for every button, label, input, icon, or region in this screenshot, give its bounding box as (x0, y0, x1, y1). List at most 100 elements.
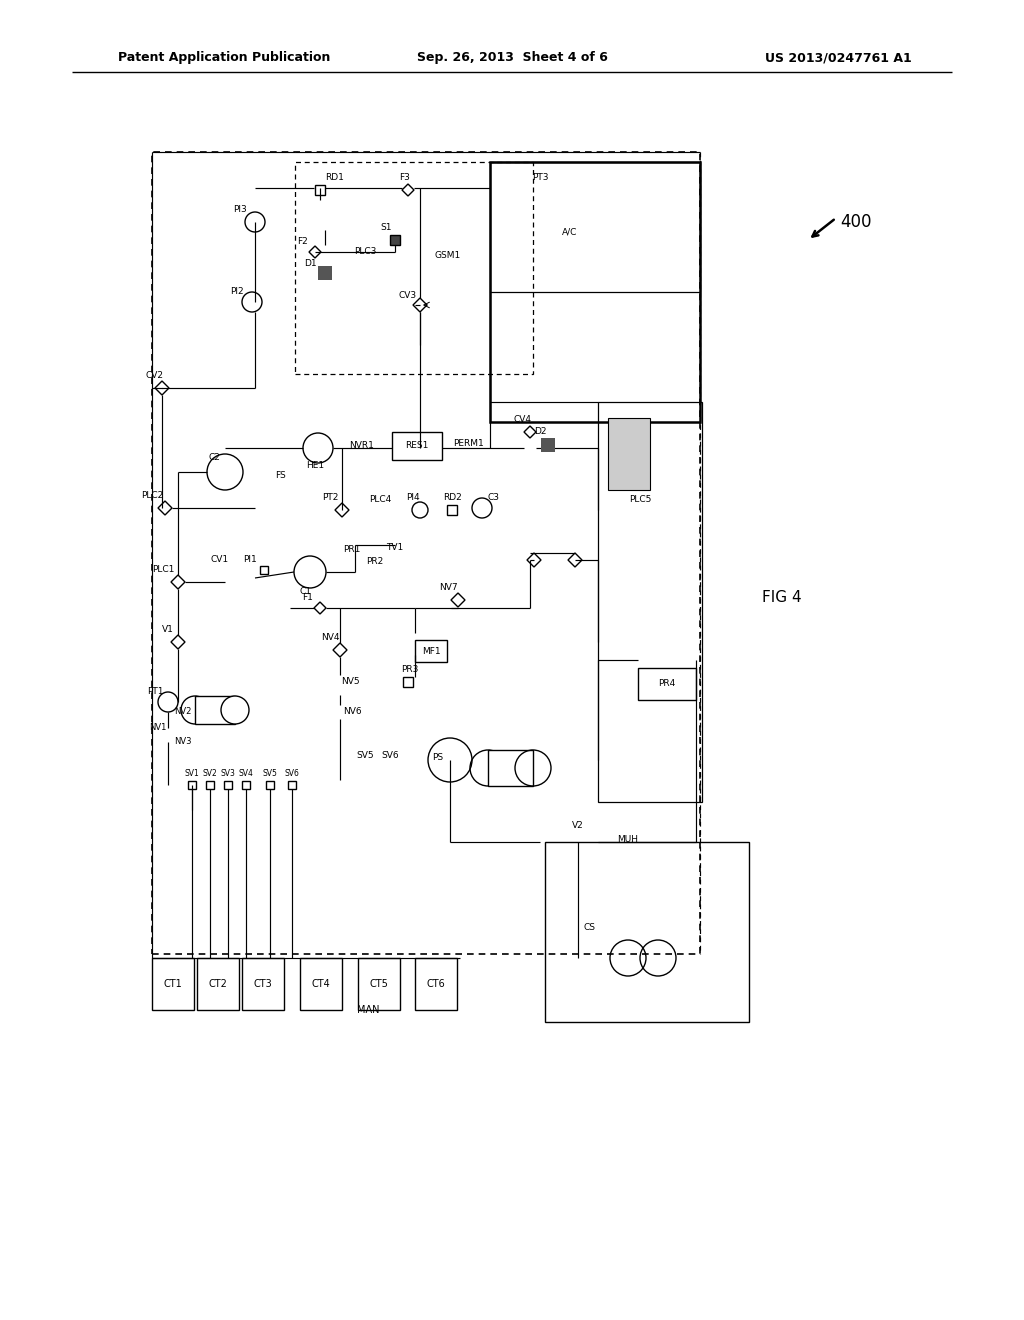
Text: PT3: PT3 (531, 173, 548, 182)
Text: F2: F2 (297, 238, 307, 247)
Text: PT2: PT2 (322, 494, 338, 503)
Bar (545, 842, 749, 1022)
Text: CV3: CV3 (399, 290, 417, 300)
Text: Patent Application Publication: Patent Application Publication (118, 51, 331, 65)
Text: SV4: SV4 (239, 768, 253, 777)
Text: GSM1: GSM1 (435, 252, 461, 260)
Bar (447, 506, 457, 515)
Bar (266, 781, 274, 789)
Text: V1: V1 (162, 626, 174, 635)
Text: SV3: SV3 (220, 768, 236, 777)
Text: PLC4: PLC4 (369, 495, 391, 504)
Bar (242, 781, 250, 789)
Text: F1: F1 (302, 593, 313, 602)
Bar (598, 403, 702, 803)
Bar (541, 438, 555, 451)
Text: MUH: MUH (617, 836, 639, 845)
Bar (197, 958, 239, 1010)
Text: NV4: NV4 (321, 634, 339, 643)
Text: RES1: RES1 (406, 441, 429, 450)
Text: C2: C2 (208, 454, 220, 462)
Bar (490, 162, 700, 422)
Text: S1: S1 (380, 223, 392, 232)
Text: CT3: CT3 (254, 979, 272, 989)
Text: FIG 4: FIG 4 (762, 590, 802, 606)
Text: NV5: NV5 (341, 677, 359, 686)
Bar (152, 152, 700, 954)
Text: CT1: CT1 (164, 979, 182, 989)
Bar (206, 781, 214, 789)
Text: US 2013/0247761 A1: US 2013/0247761 A1 (765, 51, 912, 65)
Text: NV7: NV7 (438, 583, 458, 593)
Bar (638, 668, 696, 700)
Text: C3: C3 (487, 492, 499, 502)
Text: PI4: PI4 (407, 494, 420, 503)
Text: 400: 400 (840, 213, 871, 231)
Text: PLC5: PLC5 (629, 495, 651, 504)
Text: C1: C1 (299, 586, 311, 595)
Text: NV6: NV6 (343, 708, 361, 717)
Text: TV1: TV1 (386, 544, 403, 553)
Text: PI2: PI2 (230, 288, 244, 297)
Text: PR3: PR3 (401, 665, 419, 675)
Text: PLC3: PLC3 (354, 248, 376, 256)
Text: SV1: SV1 (184, 768, 200, 777)
Bar (490, 162, 700, 292)
Text: SV6: SV6 (381, 751, 398, 759)
Text: SV5: SV5 (262, 768, 278, 777)
Bar (358, 958, 400, 1010)
Text: PLC2: PLC2 (141, 491, 163, 499)
Text: CT5: CT5 (370, 979, 388, 989)
Text: SV6: SV6 (285, 768, 299, 777)
Text: RD2: RD2 (443, 494, 463, 503)
Bar (152, 958, 194, 1010)
Text: NV3: NV3 (174, 738, 191, 747)
Text: PR2: PR2 (367, 557, 384, 566)
Bar (390, 235, 400, 246)
Bar (224, 781, 232, 789)
Circle shape (181, 696, 209, 723)
Bar (318, 267, 332, 280)
Text: MAN: MAN (356, 1005, 379, 1015)
Text: NV2: NV2 (174, 708, 191, 717)
Text: FS: FS (274, 470, 286, 479)
Text: D2: D2 (534, 428, 546, 437)
Text: CT4: CT4 (311, 979, 331, 989)
Bar (392, 432, 442, 459)
Text: CT2: CT2 (209, 979, 227, 989)
Bar (242, 958, 284, 1010)
Bar (195, 696, 234, 723)
Text: SV5: SV5 (356, 751, 374, 759)
Bar (315, 185, 325, 195)
Text: CS: CS (584, 924, 596, 932)
Bar (415, 958, 457, 1010)
Text: CV4: CV4 (513, 416, 531, 425)
Bar (415, 640, 447, 663)
Text: CV2: CV2 (145, 371, 163, 380)
Text: PI3: PI3 (233, 206, 247, 214)
Text: Sep. 26, 2013  Sheet 4 of 6: Sep. 26, 2013 Sheet 4 of 6 (417, 51, 607, 65)
Bar (295, 162, 534, 374)
Text: NV1: NV1 (150, 723, 167, 733)
Text: V2: V2 (572, 821, 584, 829)
Bar (188, 781, 196, 789)
Text: SV2: SV2 (203, 768, 217, 777)
Text: PERM1: PERM1 (453, 438, 483, 447)
Bar (403, 677, 413, 686)
Text: CV1: CV1 (211, 556, 229, 565)
Text: PS: PS (432, 754, 443, 763)
Text: HE1: HE1 (306, 462, 324, 470)
Text: NVR1: NVR1 (349, 441, 375, 450)
Text: PI1: PI1 (243, 556, 257, 565)
Text: PLC1: PLC1 (152, 565, 174, 574)
Text: A/C: A/C (562, 227, 578, 236)
Text: PT1: PT1 (146, 688, 163, 697)
Text: MF1: MF1 (422, 647, 440, 656)
Text: RD1: RD1 (325, 173, 344, 182)
Bar (488, 750, 534, 785)
Bar (608, 418, 650, 490)
Bar (300, 958, 342, 1010)
Bar (288, 781, 296, 789)
Bar (260, 566, 268, 574)
Text: CT6: CT6 (427, 979, 445, 989)
